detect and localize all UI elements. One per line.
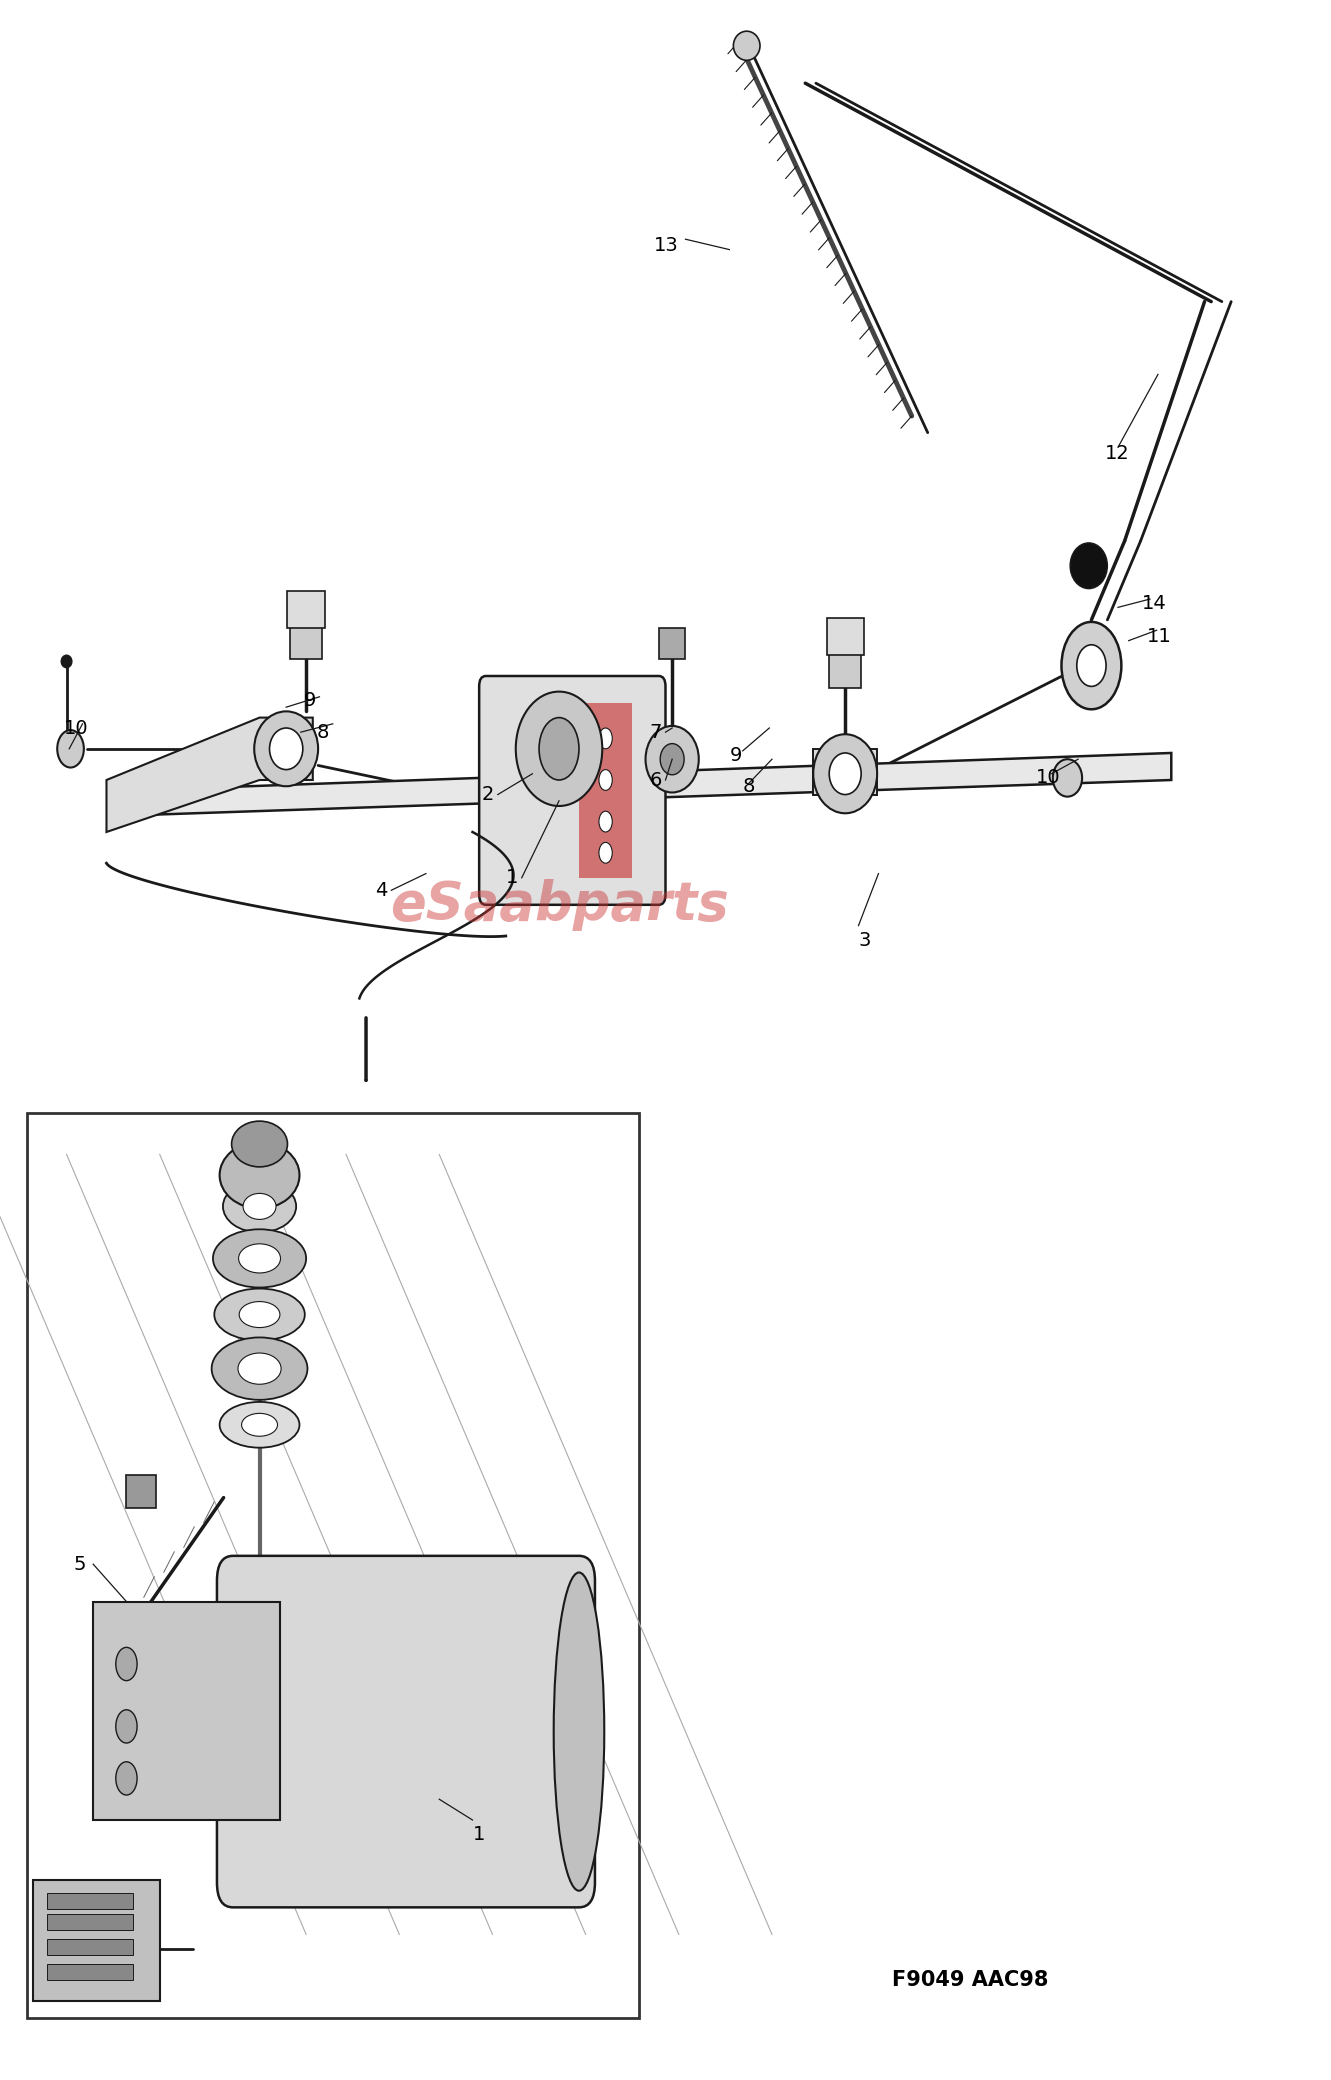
- Text: 10: 10: [1036, 768, 1061, 788]
- Ellipse shape: [269, 728, 302, 770]
- Ellipse shape: [220, 1402, 299, 1448]
- Ellipse shape: [238, 1354, 281, 1385]
- Text: 5: 5: [73, 1554, 85, 1575]
- Circle shape: [599, 842, 612, 863]
- Circle shape: [116, 1710, 137, 1743]
- Text: 8: 8: [317, 722, 329, 743]
- Text: 6: 6: [650, 770, 662, 790]
- FancyBboxPatch shape: [47, 1939, 133, 1955]
- Ellipse shape: [646, 726, 699, 792]
- Ellipse shape: [240, 1302, 280, 1327]
- Bar: [27, 1113, 639, 2018]
- Text: 3: 3: [858, 930, 870, 951]
- Ellipse shape: [214, 1290, 305, 1342]
- Text: 2: 2: [482, 784, 494, 805]
- Ellipse shape: [813, 734, 877, 813]
- Text: F9049 AAC98: F9049 AAC98: [892, 1970, 1047, 1991]
- Ellipse shape: [829, 753, 861, 795]
- Ellipse shape: [1062, 622, 1121, 709]
- FancyBboxPatch shape: [47, 1893, 133, 1909]
- FancyBboxPatch shape: [93, 1602, 280, 1820]
- Text: 1: 1: [473, 1824, 484, 1845]
- Ellipse shape: [212, 1337, 307, 1400]
- FancyBboxPatch shape: [479, 676, 666, 905]
- Circle shape: [599, 728, 612, 749]
- Ellipse shape: [222, 1181, 295, 1231]
- FancyBboxPatch shape: [217, 1556, 595, 1907]
- Ellipse shape: [1077, 645, 1106, 686]
- FancyBboxPatch shape: [33, 1880, 160, 2001]
- Text: 13: 13: [654, 235, 679, 256]
- Ellipse shape: [57, 730, 84, 768]
- Text: eSaabparts: eSaabparts: [390, 880, 728, 932]
- Text: 12: 12: [1105, 443, 1130, 464]
- Ellipse shape: [660, 745, 684, 776]
- Circle shape: [539, 718, 579, 780]
- Ellipse shape: [244, 1194, 276, 1219]
- Ellipse shape: [254, 711, 318, 786]
- Ellipse shape: [241, 1414, 277, 1437]
- FancyBboxPatch shape: [126, 1475, 156, 1508]
- FancyBboxPatch shape: [287, 591, 325, 628]
- Polygon shape: [813, 749, 877, 795]
- FancyBboxPatch shape: [829, 651, 861, 688]
- FancyBboxPatch shape: [47, 1964, 133, 1980]
- Ellipse shape: [733, 31, 760, 60]
- Text: 11: 11: [1147, 626, 1173, 647]
- Text: 4: 4: [375, 880, 387, 901]
- FancyBboxPatch shape: [47, 1914, 133, 1930]
- Ellipse shape: [213, 1229, 306, 1288]
- Ellipse shape: [61, 655, 72, 668]
- Circle shape: [116, 1762, 137, 1795]
- Ellipse shape: [554, 1572, 604, 1891]
- FancyBboxPatch shape: [579, 703, 632, 878]
- Text: 14: 14: [1142, 593, 1167, 614]
- Ellipse shape: [238, 1244, 281, 1273]
- Text: 10: 10: [64, 718, 89, 738]
- Circle shape: [599, 811, 612, 832]
- Text: 8: 8: [743, 776, 755, 797]
- Polygon shape: [133, 753, 1171, 815]
- Ellipse shape: [515, 691, 602, 807]
- FancyBboxPatch shape: [659, 628, 685, 659]
- Ellipse shape: [1053, 759, 1082, 797]
- Text: 1: 1: [506, 867, 518, 888]
- FancyBboxPatch shape: [827, 618, 864, 655]
- Text: 9: 9: [729, 745, 741, 765]
- Text: 9: 9: [303, 691, 315, 711]
- Ellipse shape: [232, 1121, 287, 1167]
- Circle shape: [116, 1647, 137, 1681]
- FancyBboxPatch shape: [290, 622, 322, 659]
- Text: 7: 7: [650, 722, 662, 743]
- Polygon shape: [106, 718, 313, 832]
- Ellipse shape: [220, 1142, 299, 1208]
- Circle shape: [599, 770, 612, 790]
- Ellipse shape: [1070, 543, 1107, 589]
